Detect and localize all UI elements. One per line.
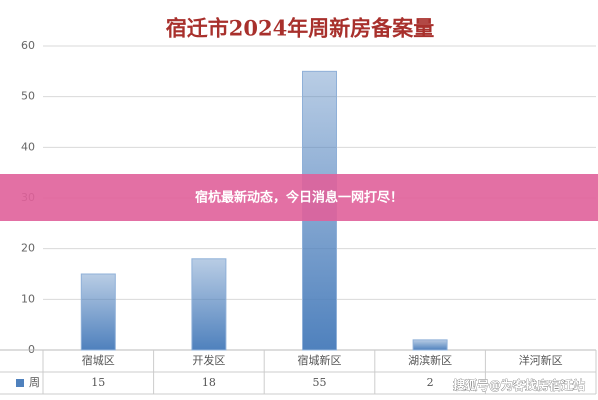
bar [191,258,227,351]
y-tick-label: 10 [21,292,35,305]
chart-title: 宿迁市2024年周新房备案量 [166,16,434,41]
x-tick-label: 湖滨新区 [408,353,452,367]
banner-text: 宿杭最新动态，今日消息一网打尽！ [195,190,403,206]
x-tick-label: 洋河新区 [519,353,563,367]
y-tick-label: 20 [21,242,35,255]
legend-key [16,379,24,387]
x-tick-label: 宿城区 [82,353,115,367]
table-value: 55 [313,376,327,389]
table-value: 18 [202,376,216,389]
y-tick-label: 50 [21,90,35,103]
bar [80,273,116,351]
bar [412,339,448,351]
table-value: 2 [427,376,434,389]
table-value: 15 [91,376,105,389]
legend-label: 周 [29,376,40,389]
watermark: 搜狐号@为客找房宿迁站 [453,378,585,393]
y-tick-label: 60 [21,39,35,52]
y-tick-label: 40 [21,140,35,153]
x-tick-label: 宿城新区 [298,353,342,367]
banner [0,174,598,221]
x-tick-label: 开发区 [192,353,225,367]
